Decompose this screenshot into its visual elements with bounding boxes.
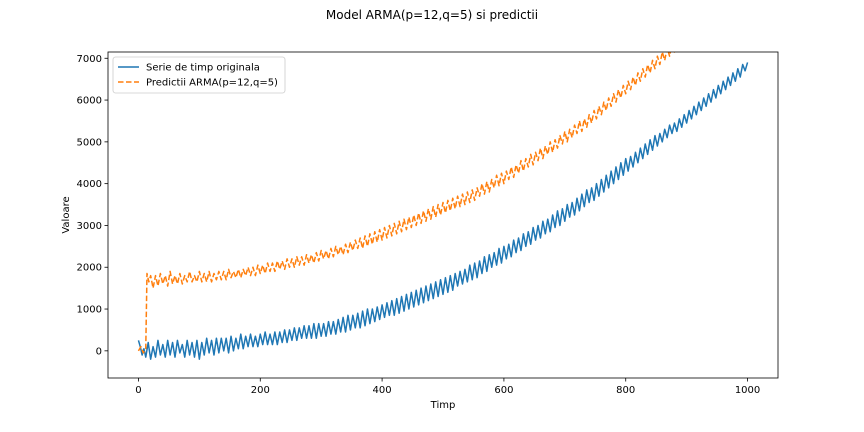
y-tick-label: 7000	[77, 54, 102, 65]
legend-label-2: Predictii ARMA(p=12,q=5)	[146, 78, 278, 89]
x-tick-label: 200	[251, 385, 270, 396]
y-tick-label: 2000	[77, 263, 102, 274]
x-tick-label: 600	[494, 385, 513, 396]
x-tick-label: 0	[135, 385, 141, 396]
y-axis-label: Valoare	[61, 196, 72, 233]
y-tick-label: 3000	[77, 221, 102, 232]
y-tick-label: 5000	[77, 137, 102, 148]
x-tick-label: 800	[616, 385, 635, 396]
legend-box	[112, 56, 286, 94]
x-tick-label: 1000	[735, 385, 760, 396]
series-layer	[137, 52, 749, 360]
y-tick-label: 6000	[77, 96, 102, 107]
series-line-1	[137, 62, 749, 360]
y-tick-label: 0	[96, 346, 102, 357]
chart-title: Model ARMA(p=12,q=5) si predictii	[326, 8, 538, 22]
x-axis-label: Timp	[430, 400, 456, 411]
legend-label-1: Serie de timp originala	[146, 63, 260, 74]
series-line-2	[137, 52, 676, 354]
y-tick-label: 1000	[77, 305, 102, 316]
ticks-layer: 0 200 400 600 800 1000 0 1000 2000 3000 4000 5000 60…	[77, 54, 761, 396]
legend: Serie de timp originala Predictii ARMA(p=…	[112, 56, 286, 94]
x-tick-label: 400	[373, 385, 392, 396]
y-tick-label: 4000	[77, 179, 102, 190]
plot-frame	[107, 51, 779, 379]
